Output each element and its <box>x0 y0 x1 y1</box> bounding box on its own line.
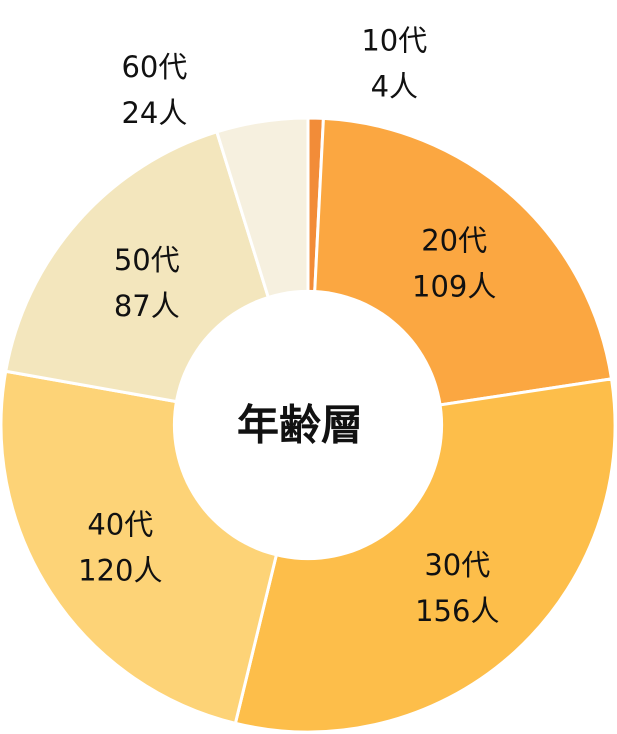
slice-category-label: 50代 <box>114 243 180 277</box>
slice-value-label: 120人 <box>78 554 162 588</box>
slice-labels: 10代 4人 20代 109人 30代 156人 40代 120人 50代 87人 60代 24人 <box>78 24 499 628</box>
slice-value-label: 24人 <box>121 96 187 130</box>
slice-value-label: 109人 <box>412 269 496 303</box>
slice-category-label: 60代 <box>121 50 187 84</box>
slice-category-label: 20代 <box>421 223 487 257</box>
slice-value-label: 156人 <box>415 594 499 628</box>
donut-hole <box>172 289 444 561</box>
slice-value-label: 87人 <box>114 289 180 323</box>
slice-category-label: 30代 <box>424 548 490 582</box>
chart-title: 年齢層 <box>237 401 363 450</box>
slice-category-label: 10代 <box>361 24 427 58</box>
slice-category-label: 40代 <box>87 508 153 542</box>
slice-value-label: 4人 <box>371 70 418 104</box>
